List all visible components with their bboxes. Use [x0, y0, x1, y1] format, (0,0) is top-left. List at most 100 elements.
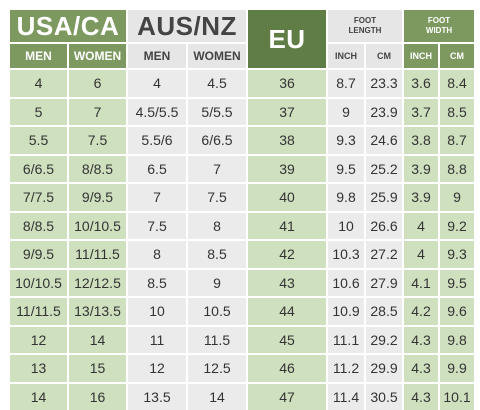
- cell-usa-men: 5: [10, 98, 67, 125]
- cell-usa-men: 12: [10, 326, 67, 353]
- cell-usa-women: 13/13.5: [69, 298, 126, 325]
- cell-length-cm: 28.5: [366, 298, 402, 325]
- subheader-usa-women: WOMEN: [69, 44, 126, 68]
- cell-aus-men: 10: [128, 298, 186, 325]
- cell-aus-women: 5/5.5: [188, 98, 246, 125]
- cell-eu: 44: [248, 298, 326, 325]
- subheader-usa-men: MEN: [10, 44, 67, 68]
- cell-aus-women: 14: [188, 383, 246, 410]
- header-eu: EU: [248, 10, 326, 68]
- cell-length-cm: 29.9: [366, 355, 402, 382]
- subheader-width-cm: CM: [440, 44, 474, 68]
- cell-usa-men: 7/7.5: [10, 184, 67, 211]
- cell-usa-women: 15: [69, 355, 126, 382]
- cell-length-cm: 23.3: [366, 70, 402, 97]
- cell-usa-men: 14: [10, 383, 67, 410]
- cell-length-inch: 10.3: [328, 241, 364, 268]
- cell-width-cm: 8.5: [440, 98, 474, 125]
- cell-width-cm: 10.1: [440, 383, 474, 410]
- cell-width-inch: 3.9: [404, 184, 438, 211]
- cell-length-cm: 29.2: [366, 326, 402, 353]
- cell-length-inch: 9.3: [328, 127, 364, 154]
- cell-aus-women: 8.5: [188, 241, 246, 268]
- cell-width-inch: 4.2: [404, 298, 438, 325]
- cell-aus-women: 7.5: [188, 184, 246, 211]
- subheader-length-cm: CM: [366, 44, 402, 68]
- cell-aus-women: 12.5: [188, 355, 246, 382]
- cell-length-inch: 10.9: [328, 298, 364, 325]
- cell-width-inch: 4: [404, 212, 438, 239]
- cell-aus-men: 8.5: [128, 269, 186, 296]
- cell-width-inch: 4.3: [404, 355, 438, 382]
- cell-aus-men: 13.5: [128, 383, 186, 410]
- cell-width-inch: 3.6: [404, 70, 438, 97]
- cell-width-cm: 8.4: [440, 70, 474, 97]
- cell-width-cm: 9: [440, 184, 474, 211]
- cell-aus-women: 6/6.5: [188, 127, 246, 154]
- cell-width-cm: 9.3: [440, 241, 474, 268]
- cell-eu: 36: [248, 70, 326, 97]
- cell-usa-women: 16: [69, 383, 126, 410]
- cell-width-inch: 4: [404, 241, 438, 268]
- cell-length-inch: 11.1: [328, 326, 364, 353]
- cell-usa-men: 6/6.5: [10, 155, 67, 182]
- cell-aus-men: 4: [128, 70, 186, 97]
- cell-length-inch: 11.2: [328, 355, 364, 382]
- cell-usa-men: 10/10.5: [10, 269, 67, 296]
- cell-width-inch: 3.8: [404, 127, 438, 154]
- cell-aus-women: 7: [188, 155, 246, 182]
- cell-aus-men: 7: [128, 184, 186, 211]
- cell-length-cm: 26.6: [366, 212, 402, 239]
- cell-usa-women: 12/12.5: [69, 269, 126, 296]
- cell-length-cm: 23.9: [366, 98, 402, 125]
- cell-length-cm: 25.9: [366, 184, 402, 211]
- cell-usa-men: 8/8.5: [10, 212, 67, 239]
- cell-eu: 45: [248, 326, 326, 353]
- cell-eu: 38: [248, 127, 326, 154]
- cell-length-cm: 24.6: [366, 127, 402, 154]
- cell-eu: 40: [248, 184, 326, 211]
- cell-aus-men: 4.5/5.5: [128, 98, 186, 125]
- cell-usa-men: 5.5: [10, 127, 67, 154]
- cell-usa-women: 11/11.5: [69, 241, 126, 268]
- cell-width-inch: 4.3: [404, 326, 438, 353]
- subheader-aus-men: MEN: [128, 44, 186, 68]
- cell-usa-men: 9/9.5: [10, 241, 67, 268]
- cell-length-cm: 27.2: [366, 241, 402, 268]
- cell-usa-men: 13: [10, 355, 67, 382]
- cell-length-cm: 25.2: [366, 155, 402, 182]
- header-foot-width: FOOT WIDTH: [404, 10, 474, 42]
- cell-width-inch: 4.1: [404, 269, 438, 296]
- cell-usa-women: 6: [69, 70, 126, 97]
- cell-aus-men: 11: [128, 326, 186, 353]
- cell-aus-women: 10.5: [188, 298, 246, 325]
- header-foot-length: FOOT LENGTH: [328, 10, 402, 42]
- cell-usa-women: 7.5: [69, 127, 126, 154]
- cell-width-cm: 9.6: [440, 298, 474, 325]
- cell-aus-men: 8: [128, 241, 186, 268]
- cell-length-inch: 10: [328, 212, 364, 239]
- cell-aus-women: 4.5: [188, 70, 246, 97]
- cell-aus-men: 12: [128, 355, 186, 382]
- cell-length-inch: 11.4: [328, 383, 364, 410]
- cell-length-inch: 8.7: [328, 70, 364, 97]
- cell-width-inch: 4.3: [404, 383, 438, 410]
- cell-eu: 37: [248, 98, 326, 125]
- cell-aus-women: 9: [188, 269, 246, 296]
- cell-aus-men: 5.5/6: [128, 127, 186, 154]
- cell-eu: 39: [248, 155, 326, 182]
- cell-eu: 41: [248, 212, 326, 239]
- cell-usa-women: 9/9.5: [69, 184, 126, 211]
- cell-usa-women: 14: [69, 326, 126, 353]
- cell-eu: 42: [248, 241, 326, 268]
- cell-width-inch: 3.9: [404, 155, 438, 182]
- cell-length-inch: 9.5: [328, 155, 364, 182]
- cell-aus-women: 8: [188, 212, 246, 239]
- cell-width-inch: 3.7: [404, 98, 438, 125]
- cell-length-cm: 27.9: [366, 269, 402, 296]
- cell-width-cm: 9.8: [440, 326, 474, 353]
- cell-length-cm: 30.5: [366, 383, 402, 410]
- cell-usa-women: 8/8.5: [69, 155, 126, 182]
- cell-length-inch: 10.6: [328, 269, 364, 296]
